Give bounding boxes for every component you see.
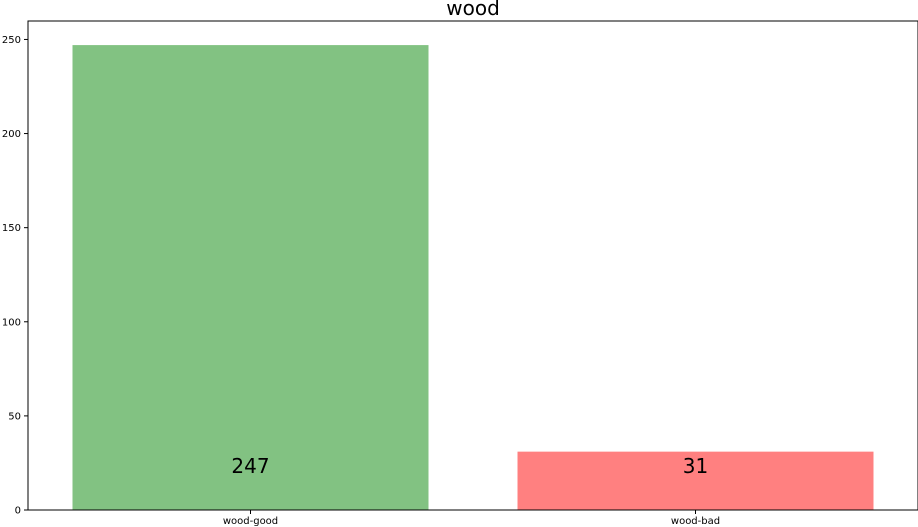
y-tick-label: 150 (2, 223, 21, 234)
bar-wood-good (72, 45, 429, 511)
bar-value-label: 247 (231, 454, 269, 478)
y-tick-label: 250 (2, 35, 21, 46)
y-tick-label: 200 (2, 129, 21, 140)
y-tick-label: 50 (8, 411, 21, 422)
x-axis: wood-good wood-bad (223, 510, 720, 527)
bar-wood-bad (517, 451, 874, 510)
chart-title: wood (446, 0, 500, 20)
plot-frame (27, 20, 918, 511)
bar-value-label: 31 (683, 454, 708, 478)
x-tick-label: wood-bad (671, 516, 720, 527)
y-tick-label: 0 (15, 506, 21, 517)
y-axis: 0 50 100 150 200 250 (2, 35, 28, 517)
plot-bars: 247 31 (72, 45, 874, 511)
x-tick-label: wood-good (223, 516, 278, 527)
y-tick-label: 100 (2, 317, 21, 328)
